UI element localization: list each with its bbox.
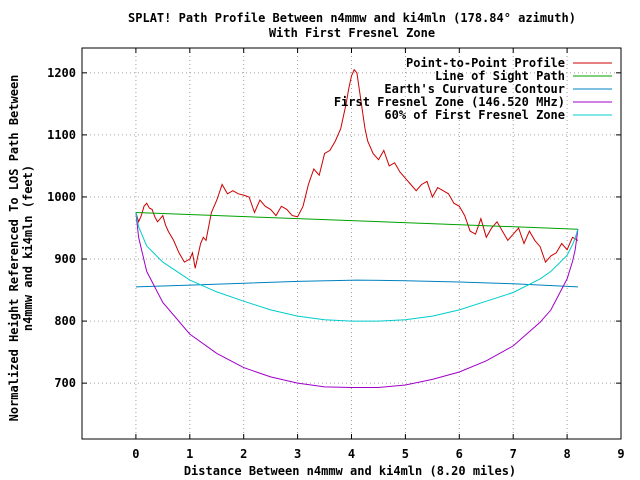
plot-frame: [81, 47, 622, 440]
legend-label-4: 60% of First Fresnel Zone: [384, 108, 565, 122]
x-tick-label: 7: [510, 447, 517, 461]
y-tick-label: 1200: [47, 66, 76, 80]
series-lines: [135, 68, 579, 388]
x-tick-label: 9: [617, 447, 624, 461]
legend-label-3: First Fresnel Zone (146.520 MHz): [334, 95, 565, 109]
y-axis-label-line-2: n4mmw and ki4mln (feet): [21, 165, 35, 331]
y-tick-label: 800: [54, 314, 76, 328]
legend-label-0: Point-to-Point Profile: [406, 56, 565, 70]
series-line-2: [135, 279, 578, 288]
chart-title-line-1: SPLAT! Path Profile Between n4mmw and ki…: [128, 11, 576, 25]
series-line-4: [135, 212, 579, 322]
y-tick-label: 1000: [47, 190, 76, 204]
x-tick-label: 3: [294, 447, 301, 461]
x-tick-label: 8: [563, 447, 570, 461]
x-tick-label: 5: [402, 447, 409, 461]
y-tick-label: 1100: [47, 128, 76, 142]
series-line-1: [135, 212, 578, 230]
y-tick-label: 900: [54, 252, 76, 266]
x-tick-label: 4: [348, 447, 355, 461]
x-tick-label: 1: [186, 447, 193, 461]
series-line-3: [135, 212, 579, 388]
x-tick-label: 0: [132, 447, 139, 461]
x-axis-label: Distance Between n4mmw and ki4mln (8.20 …: [184, 464, 516, 478]
chart-title-line-2: With First Fresnel Zone: [269, 26, 435, 40]
series-line-0: [135, 68, 579, 269]
x-tick-label: 6: [456, 447, 463, 461]
y-tick-label: 700: [54, 376, 76, 390]
legend-label-2: Earth's Curvature Contour: [384, 82, 565, 96]
x-tick-label: 2: [240, 447, 247, 461]
y-axis-label-line-1: Normalized Height Referenced To LOS Path…: [7, 75, 21, 422]
legend-label-1: Line of Sight Path: [435, 69, 565, 83]
